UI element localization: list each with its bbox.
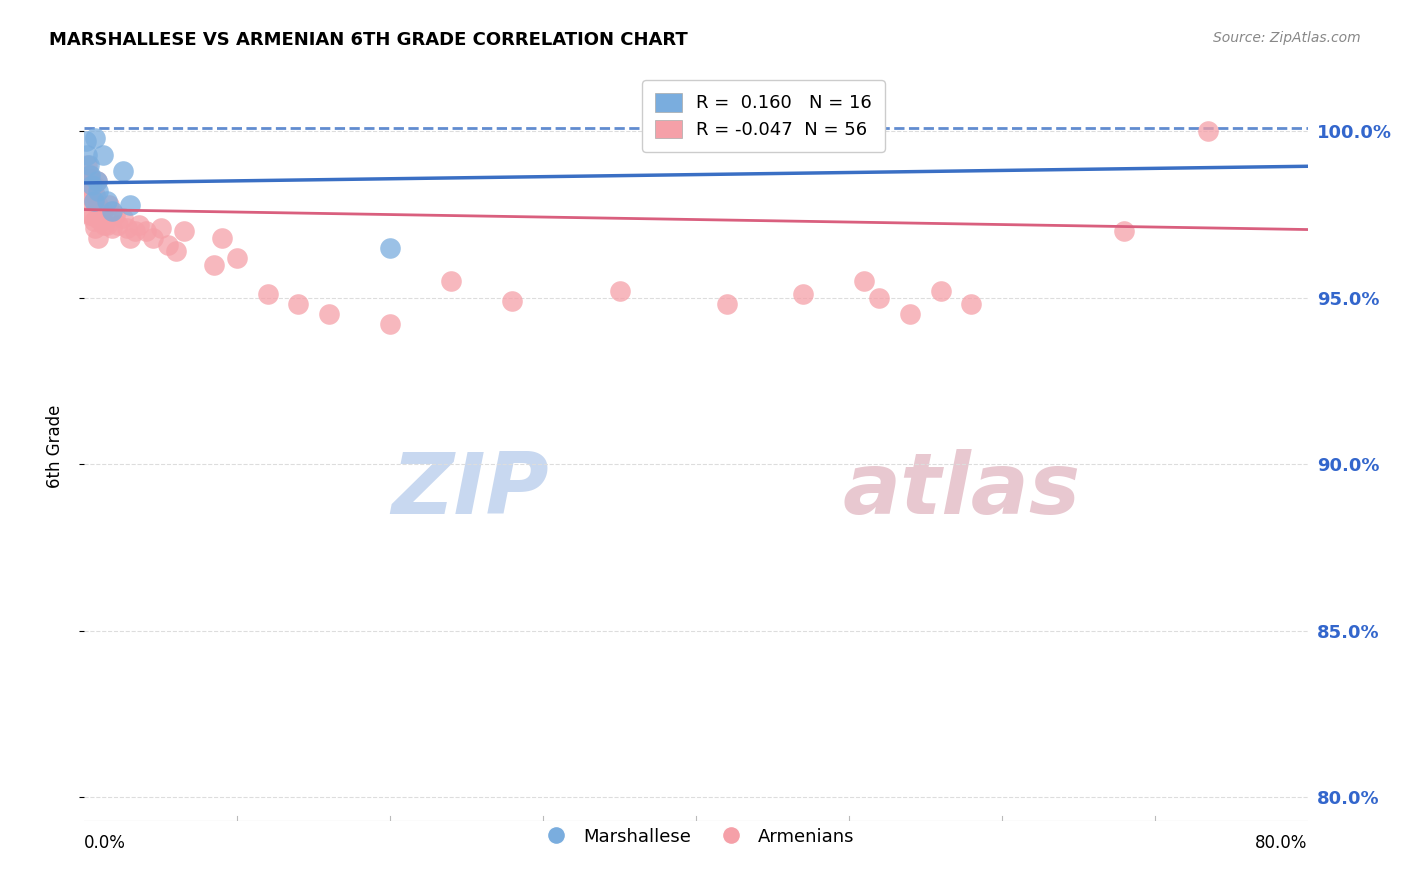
- Point: [120, 231, 142, 245]
- Text: ZIP: ZIP: [391, 450, 550, 533]
- Point: [79, 208, 101, 222]
- Point: [80, 208, 103, 222]
- Point: [1114, 224, 1136, 238]
- Legend: Marshallese, Armenians: Marshallese, Armenians: [530, 821, 862, 853]
- Point: [75, 134, 97, 148]
- Point: [84, 220, 107, 235]
- Point: [86, 211, 108, 225]
- Point: [104, 208, 127, 222]
- Point: [86, 174, 108, 188]
- Point: [440, 274, 463, 288]
- Point: [89, 204, 111, 219]
- Point: [79, 170, 101, 185]
- Point: [96, 194, 118, 209]
- Point: [211, 231, 233, 245]
- Point: [111, 164, 134, 178]
- Point: [77, 158, 100, 172]
- Point: [716, 297, 738, 311]
- Point: [1197, 124, 1219, 138]
- Point: [115, 220, 138, 235]
- Point: [77, 168, 100, 182]
- Point: [202, 258, 225, 272]
- Point: [80, 181, 103, 195]
- Point: [869, 291, 891, 305]
- Point: [609, 284, 631, 298]
- Point: [87, 231, 110, 245]
- Point: [91, 147, 114, 161]
- Point: [380, 318, 402, 332]
- Point: [83, 214, 105, 228]
- Point: [79, 168, 101, 182]
- Point: [898, 308, 921, 322]
- Point: [149, 220, 172, 235]
- Text: 0.0%: 0.0%: [84, 834, 127, 852]
- Point: [128, 218, 150, 232]
- Point: [226, 251, 249, 265]
- Point: [318, 308, 340, 322]
- Point: [173, 224, 195, 238]
- Point: [120, 197, 142, 211]
- Point: [380, 241, 402, 255]
- Point: [76, 187, 98, 202]
- Point: [257, 287, 280, 301]
- Text: MARSHALLESE VS ARMENIAN 6TH GRADE CORRELATION CHART: MARSHALLESE VS ARMENIAN 6TH GRADE CORREL…: [49, 31, 688, 49]
- Point: [77, 194, 100, 209]
- Y-axis label: 6th Grade: 6th Grade: [45, 404, 63, 488]
- Point: [107, 218, 129, 232]
- Point: [111, 211, 134, 225]
- Point: [157, 237, 180, 252]
- Point: [101, 220, 124, 235]
- Point: [124, 224, 146, 238]
- Point: [929, 284, 952, 298]
- Point: [83, 194, 105, 209]
- Point: [853, 274, 876, 288]
- Point: [101, 204, 124, 219]
- Point: [97, 197, 120, 211]
- Point: [84, 187, 107, 202]
- Point: [142, 231, 165, 245]
- Point: [83, 178, 105, 192]
- Point: [502, 294, 524, 309]
- Text: 80.0%: 80.0%: [1256, 834, 1308, 852]
- Point: [87, 184, 110, 198]
- Point: [91, 204, 114, 219]
- Point: [792, 287, 814, 301]
- Point: [165, 244, 187, 259]
- Point: [135, 224, 157, 238]
- Point: [86, 174, 108, 188]
- Point: [75, 174, 97, 188]
- Point: [960, 297, 983, 311]
- Point: [84, 131, 107, 145]
- Point: [90, 214, 112, 228]
- Point: [87, 197, 110, 211]
- Point: [287, 297, 309, 311]
- Point: [76, 147, 98, 161]
- Text: atlas: atlas: [842, 450, 1081, 533]
- Point: [731, 124, 754, 138]
- Text: Source: ZipAtlas.com: Source: ZipAtlas.com: [1213, 31, 1361, 45]
- Point: [93, 218, 115, 232]
- Point: [80, 178, 103, 192]
- Point: [76, 158, 98, 172]
- Point: [96, 218, 118, 232]
